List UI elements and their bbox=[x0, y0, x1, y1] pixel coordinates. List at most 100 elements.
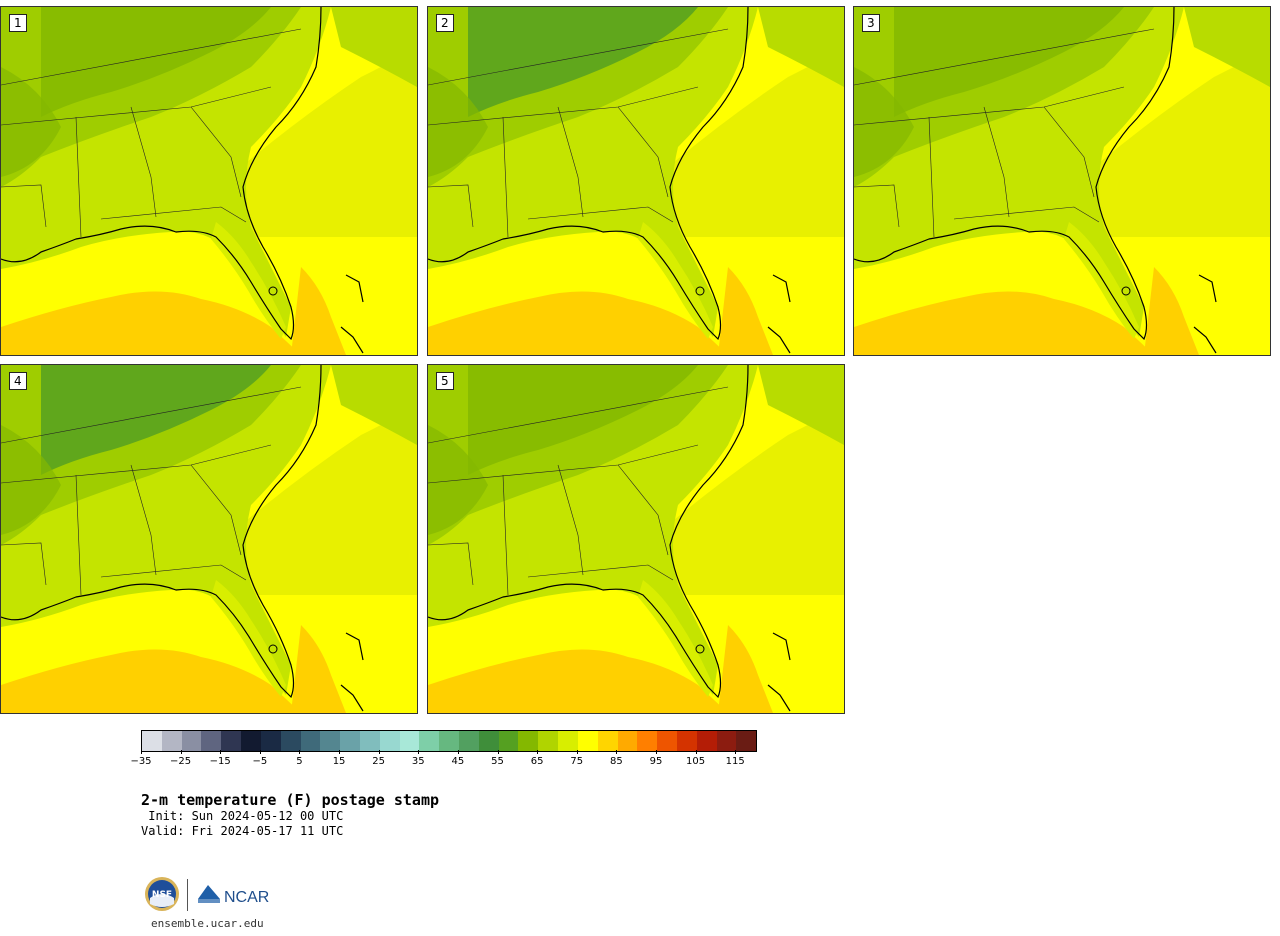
nsf-logo: NSF bbox=[145, 877, 179, 911]
warm-atlantic-area bbox=[718, 625, 773, 713]
colorbar-swatch bbox=[676, 731, 697, 751]
colorbar-tick-label: 35 bbox=[411, 756, 425, 767]
colorbar-swatch bbox=[716, 731, 737, 751]
panel-number: 3 bbox=[862, 14, 880, 32]
colorbar-tick bbox=[735, 750, 737, 754]
island-coastline bbox=[1198, 274, 1217, 303]
colorbar-swatch bbox=[498, 731, 519, 751]
figure-title: 2-m temperature (F) postage stamp bbox=[141, 791, 440, 809]
map-panel-2: 2 bbox=[427, 6, 845, 356]
colorbar-ticks: −35 −25 −15 −5 5 15 25 35 45 55 65 75 85 95 105 115 bbox=[130, 750, 755, 770]
warm-gulf-area bbox=[1, 649, 301, 713]
atlantic-field bbox=[668, 47, 844, 237]
colorbar-swatch bbox=[320, 731, 341, 751]
colorbar-swatch bbox=[142, 731, 162, 751]
state-border bbox=[428, 386, 729, 444]
colorbar-tick-label: 75 bbox=[570, 756, 584, 767]
colorbar-swatch bbox=[478, 731, 499, 751]
map-panel-5: 5 bbox=[427, 364, 845, 714]
temperature-map-3 bbox=[854, 7, 1270, 355]
state-border bbox=[100, 206, 247, 223]
state-border bbox=[854, 28, 1155, 86]
panel-number: 2 bbox=[436, 14, 454, 32]
website-url: ensemble.ucar.edu bbox=[151, 917, 264, 930]
colorbar-swatch bbox=[577, 731, 598, 751]
valid-time: Valid: Fri 2024-05-17 11 UTC bbox=[141, 824, 344, 838]
colorbar-tick-label: −35 bbox=[130, 756, 152, 767]
state-border bbox=[1, 542, 47, 586]
colorbar-tick-label: 25 bbox=[372, 756, 386, 767]
ncar-logo: NCAR bbox=[198, 885, 269, 906]
lake-okeechobee bbox=[695, 286, 705, 296]
state-border bbox=[854, 184, 900, 228]
map-panel-3: 3 bbox=[853, 6, 1271, 356]
warm-atlantic-area bbox=[718, 267, 773, 355]
island-coastline bbox=[340, 684, 364, 712]
lake-okeechobee bbox=[695, 644, 705, 654]
panel-number: 5 bbox=[436, 372, 454, 390]
warm-atlantic-area bbox=[291, 267, 346, 355]
appalachian-cool-field bbox=[41, 365, 271, 475]
temperature-map-2 bbox=[428, 7, 844, 355]
colorbar-swatch bbox=[359, 731, 380, 751]
colorbar-tick bbox=[537, 750, 539, 754]
colorbar-swatch bbox=[161, 731, 182, 751]
state-border bbox=[1, 184, 47, 228]
state-border bbox=[190, 464, 242, 556]
state-border bbox=[100, 564, 247, 581]
colorbar-swatch bbox=[597, 731, 618, 751]
state-border bbox=[527, 564, 674, 581]
map-panel-1: 1 bbox=[0, 6, 418, 356]
colorbar-tick-label: 55 bbox=[491, 756, 504, 767]
colorbar-tick bbox=[576, 750, 578, 754]
colorbar-tick bbox=[497, 750, 499, 754]
colorbar-swatch bbox=[241, 731, 261, 751]
appalachian-cool-field bbox=[468, 365, 698, 475]
state-border bbox=[502, 116, 509, 238]
state-border bbox=[557, 106, 584, 218]
panel-number: 4 bbox=[9, 372, 27, 390]
colorbar-tick bbox=[457, 750, 459, 754]
colorbar-swatch bbox=[518, 731, 539, 751]
state-border bbox=[928, 116, 935, 238]
island-coastline bbox=[345, 274, 364, 303]
island-coastline bbox=[772, 632, 791, 661]
colorbar-tick bbox=[378, 750, 380, 754]
state-border bbox=[502, 474, 509, 596]
colorbar-tick bbox=[180, 750, 182, 754]
colorbar-swatch bbox=[538, 731, 559, 751]
coastline bbox=[428, 7, 749, 341]
colorbar-tick-label: 5 bbox=[296, 756, 303, 767]
colorbar-swatch bbox=[459, 731, 479, 751]
state-border bbox=[983, 106, 1010, 218]
colorbar-tick bbox=[259, 750, 261, 754]
colorbar-tick-label: 65 bbox=[530, 756, 544, 767]
state-border bbox=[75, 116, 82, 238]
temperature-map-5 bbox=[428, 365, 844, 713]
colorbar-swatch bbox=[696, 731, 717, 751]
lake-okeechobee bbox=[268, 286, 278, 296]
temperature-map-1 bbox=[1, 7, 417, 355]
colorbar-tick-label: 15 bbox=[332, 756, 346, 767]
warm-gulf-area bbox=[428, 291, 728, 355]
colorbar-swatch bbox=[736, 731, 757, 751]
warm-gulf-area bbox=[854, 291, 1154, 355]
coastline bbox=[1, 365, 322, 699]
colorbar-tick bbox=[695, 750, 697, 754]
colorbar-swatch bbox=[439, 731, 459, 751]
appalachian-cool-field bbox=[894, 7, 1124, 117]
state-border bbox=[1, 28, 302, 86]
colorbar-swatch bbox=[558, 731, 578, 751]
coastline bbox=[1, 7, 322, 341]
state-border bbox=[428, 542, 474, 586]
logo-divider bbox=[187, 879, 188, 911]
island-coastline bbox=[340, 326, 364, 354]
state-border bbox=[190, 106, 242, 198]
colorbar-tick bbox=[418, 750, 420, 754]
coastline bbox=[428, 365, 749, 699]
colorbar-swatch bbox=[657, 731, 677, 751]
colorbar-tick-label: −15 bbox=[209, 756, 231, 767]
island-coastline bbox=[772, 274, 791, 303]
panel-number: 1 bbox=[9, 14, 27, 32]
appalachian-cool-field bbox=[468, 7, 698, 117]
